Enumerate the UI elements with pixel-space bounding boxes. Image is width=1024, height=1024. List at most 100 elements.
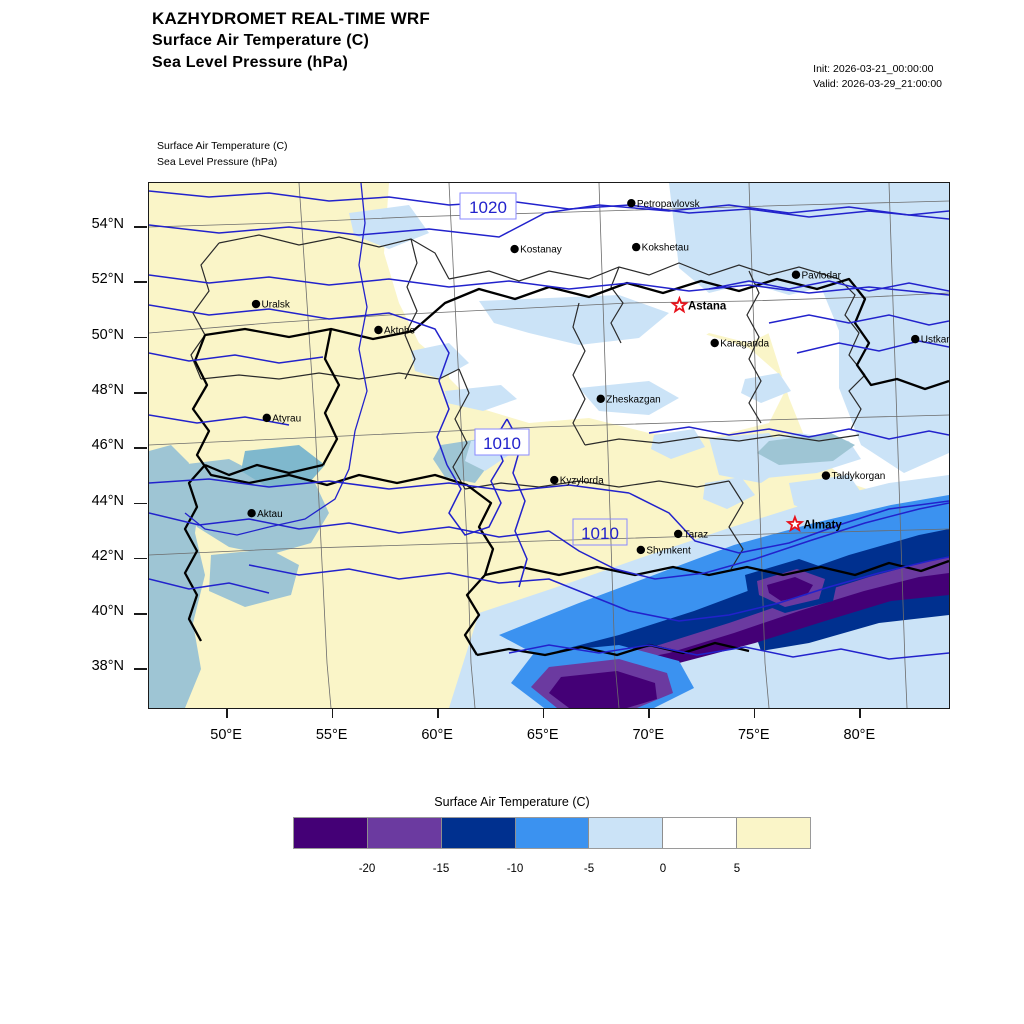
administrative-borders <box>190 234 866 570</box>
kazakhstan-border <box>183 277 949 657</box>
city-dot-icon <box>791 270 801 279</box>
lat-tick-label: 50°N <box>91 326 124 343</box>
city-marker[interactable]: Shymkent <box>636 545 691 557</box>
colorbar-swatch[interactable] <box>663 818 738 848</box>
isobar-contours <box>149 190 949 660</box>
city-marker[interactable]: Aktau <box>247 509 283 520</box>
water-bodies <box>149 385 861 708</box>
capital-marker[interactable]: Almaty <box>785 514 842 533</box>
lat-tick-label: 42°N <box>91 547 124 564</box>
city-dot-icon <box>911 334 920 344</box>
colorbar-tick-label: -15 <box>432 863 450 875</box>
colorbar-tick-label: -10 <box>506 863 524 875</box>
colorbar-tick-label: -20 <box>358 863 376 875</box>
lon-tick-mark <box>437 709 439 718</box>
city-label: Taldykorgan <box>831 471 885 482</box>
city-dot-icon <box>596 394 605 403</box>
colorbar-tick-label: 5 <box>733 863 741 875</box>
isobar-label-1010-south: 1010 <box>581 524 619 543</box>
capital-star-icon <box>785 514 805 533</box>
city-label: Astana <box>688 301 727 313</box>
city-marker[interactable]: Pavlodar <box>791 270 842 281</box>
city-dot-icon <box>627 198 636 208</box>
city-marker[interactable]: Kostanay <box>510 244 562 256</box>
city-marker[interactable]: Petropavlovsk <box>627 199 701 210</box>
city-dot-icon <box>821 471 831 480</box>
colorbar[interactable] <box>293 817 811 849</box>
lat-tick-mark <box>134 226 147 228</box>
lat-tick-mark <box>134 281 147 283</box>
oblast-borders <box>149 183 949 708</box>
page-title: KAZHYDROMET REAL-TIME WRF <box>152 9 430 28</box>
header-title-block: KAZHYDROMET REAL-TIME WRF Surface Air Te… <box>152 8 430 73</box>
city-marker[interactable]: Ustkamen <box>911 335 949 346</box>
city-dot-icon <box>510 244 519 254</box>
city-dot-icon <box>262 413 271 423</box>
city-label: Almaty <box>803 519 842 531</box>
lon-tick-mark <box>331 709 334 718</box>
lat-tick-label: 44°N <box>91 492 124 509</box>
city-label: Pavlodar <box>801 270 841 281</box>
colorbar-swatch[interactable] <box>589 818 664 848</box>
city-marker[interactable]: Kokshetau <box>631 242 689 254</box>
capital-star-icon <box>670 295 689 314</box>
colorbar-swatch[interactable] <box>515 818 590 848</box>
lon-tick-label: 55°E <box>315 727 348 743</box>
colorbar-ticks: -20 -15 -10 -5 0 5 <box>293 863 811 883</box>
city-marker[interactable]: Karaganda <box>710 338 770 350</box>
city-marker[interactable]: Taraz <box>673 529 708 541</box>
city-label: Ustkamen <box>921 335 949 346</box>
city-label: Aktau <box>257 509 283 520</box>
lat-tick-label: 38°N <box>91 658 124 675</box>
city-marker[interactable]: Uralsk <box>251 299 291 311</box>
isobar-label-1020: 1020 <box>469 198 507 217</box>
lon-tick-label: 80°E <box>843 727 876 743</box>
city-label: Uralsk <box>262 300 291 311</box>
colorbar-swatch[interactable] <box>737 818 811 848</box>
weather-map[interactable]: 1020 1010 1010 Petropavlovsk Kostanay Koks… <box>148 182 950 709</box>
city-dot-icon <box>251 299 261 309</box>
colorbar-swatch[interactable] <box>294 818 368 848</box>
lat-tick-mark <box>134 613 147 615</box>
colorbar-swatch[interactable] <box>441 818 516 848</box>
city-dot-icon <box>673 529 683 539</box>
isobar-labels: 1020 1010 1010 <box>459 192 628 546</box>
lon-tick-label: 75°E <box>737 727 770 743</box>
header-line-temperature: Surface Air Temperature (C) <box>152 32 370 50</box>
lon-tick-label: 65°E <box>526 727 559 743</box>
lon-tick-label: 60°E <box>421 727 453 743</box>
city-dot-icon <box>247 509 256 518</box>
city-marker[interactable]: Zheskazgan <box>596 394 661 405</box>
colorbar-swatch[interactable] <box>367 818 442 848</box>
city-marker[interactable]: Kyzylorda <box>550 476 604 487</box>
valid-time: Valid: 2026-03-29_21:00:00 <box>813 78 942 91</box>
isobar-label-1010-north: 1010 <box>483 434 521 453</box>
city-marker[interactable]: Aktobe <box>374 326 416 337</box>
colorbar-title: Surface Air Temperature (C) <box>434 795 590 809</box>
city-label: Taraz <box>684 530 708 541</box>
lon-tick-mark <box>753 709 756 718</box>
lon-tick-mark <box>542 709 545 718</box>
city-label: Kostanay <box>520 245 562 256</box>
lat-tick-mark <box>134 502 147 505</box>
map-subtitle-pressure: Sea Level Pressure (hPa) <box>157 155 278 168</box>
lat-tick-mark <box>134 557 147 560</box>
city-label: Karaganda <box>720 339 769 350</box>
city-dot-icon <box>631 242 641 252</box>
city-marker[interactable]: Atyrau <box>262 413 302 424</box>
city-dot-icon <box>710 338 719 348</box>
init-time: Init: 2026-03-21_00:00:00 <box>813 63 934 75</box>
map-canvas: 1020 1010 1010 Petropavlovsk Kostanay Koks… <box>149 183 949 708</box>
capital-marker[interactable]: Astana <box>670 295 727 314</box>
lat-tick-label: 40°N <box>91 603 124 620</box>
lon-tick-label: 70°E <box>632 727 665 743</box>
map-subtitle: Surface Air Temperature (C) Sea Level Pr… <box>157 139 288 171</box>
forecast-timestamps: Init: 2026-03-21_00:00:00 Valid: 2026-03… <box>813 62 942 92</box>
city-marker[interactable]: Taldykorgan <box>821 471 886 482</box>
city-dot-icon <box>636 545 646 555</box>
city-dot-icon <box>550 475 559 485</box>
lon-tick-mark <box>859 709 861 718</box>
colorbar-tick-label: -5 <box>583 863 595 875</box>
lat-tick-mark <box>134 668 147 670</box>
lon-tick-label: 50°E <box>210 727 242 743</box>
